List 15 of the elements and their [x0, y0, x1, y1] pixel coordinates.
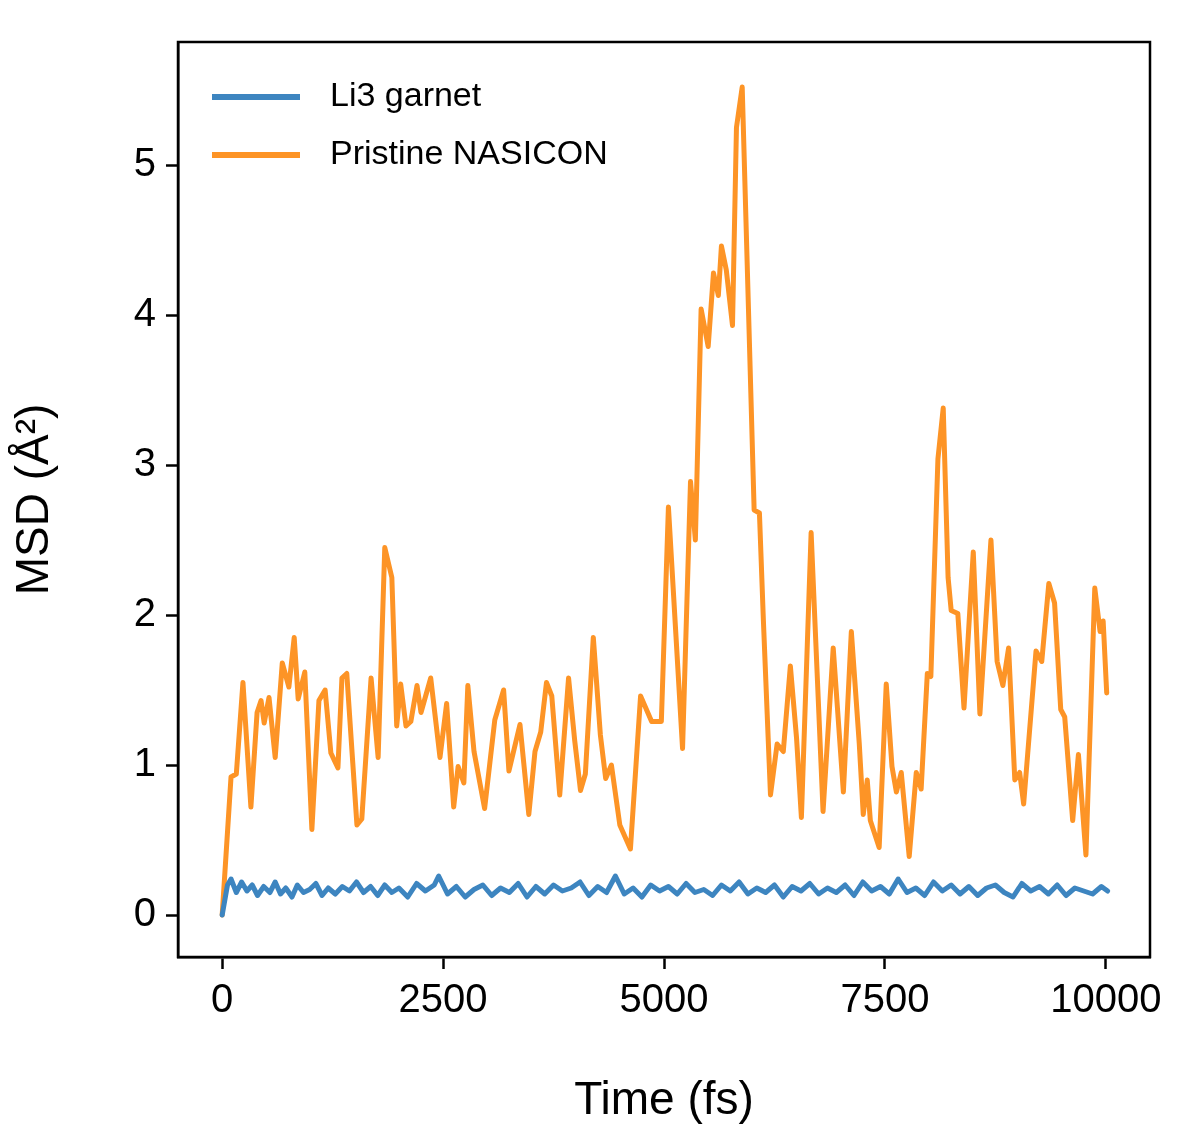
y-tick-label: 1: [133, 740, 156, 785]
x-axis-title: Time (fs): [574, 1072, 754, 1125]
x-tick-label: 7500: [840, 976, 930, 1021]
legend-label: Li3 garnet: [330, 75, 482, 114]
x-tick-label: 0: [211, 976, 234, 1021]
x-tick-label: 2500: [398, 976, 488, 1021]
y-tick-label: 4: [133, 290, 156, 335]
y-axis-title: MSD (Å²): [6, 403, 59, 596]
x-tick-label: 5000: [619, 976, 709, 1021]
legend-label: Pristine NASICON: [330, 133, 608, 172]
x-tick-label: 10000: [1050, 976, 1162, 1021]
y-tick-label: 5: [133, 140, 156, 185]
y-tick-label: 0: [133, 890, 156, 935]
y-tick-label: 3: [133, 440, 156, 485]
y-tick-label: 2: [133, 590, 156, 635]
